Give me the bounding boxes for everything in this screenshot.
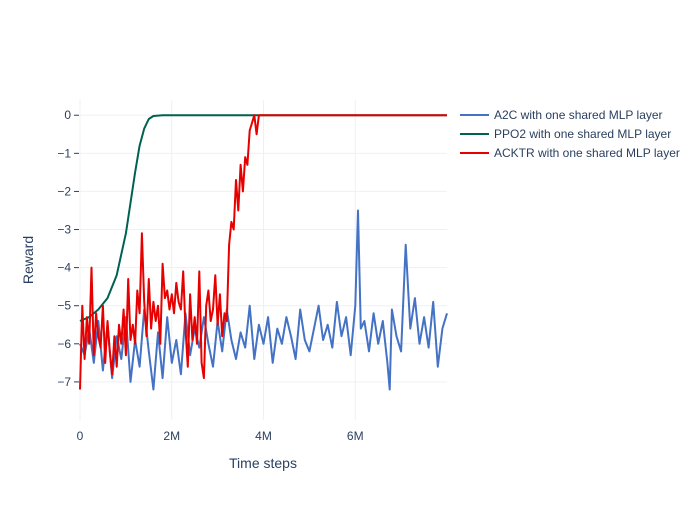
legend-label: ACKTR with one shared MLP layer	[494, 146, 680, 160]
x-tick-label: 2M	[163, 429, 180, 443]
legend-item-3[interactable]: ACKTR with one shared MLP layer	[460, 146, 680, 160]
legend[interactable]: A2C with one shared MLP layer PPO2 with o…	[460, 108, 680, 160]
y-tick-label: −3	[57, 223, 71, 237]
y-tick-label: −6	[57, 337, 71, 351]
y-tick-label: −1	[57, 146, 71, 160]
y-tick-label: −7	[57, 375, 71, 389]
grid-lines	[79, 100, 447, 420]
x-tick-label: 0	[77, 429, 84, 443]
y-tick-label: 0	[64, 108, 71, 122]
series-line-2	[79, 114, 447, 322]
series-line-1	[79, 209, 448, 391]
legend-item-2[interactable]: PPO2 with one shared MLP layer	[460, 127, 671, 141]
series-line-3	[79, 114, 447, 390]
legend-item-1[interactable]: A2C with one shared MLP layer	[460, 108, 663, 122]
y-tick-label: −5	[57, 299, 71, 313]
x-tick-label: 4M	[255, 429, 272, 443]
y-axis-ticks: 0 −1 −2 −3 −4 −5 −6 −7	[57, 108, 79, 389]
legend-label: A2C with one shared MLP layer	[494, 108, 663, 122]
legend-label: PPO2 with one shared MLP layer	[494, 127, 671, 141]
y-tick-label: −2	[57, 184, 71, 198]
y-tick-label: −4	[57, 261, 71, 275]
series-lines	[79, 114, 448, 391]
x-axis-ticks: 0 2M 4M 6M	[77, 429, 364, 443]
x-axis-title: Time steps	[229, 455, 297, 471]
x-tick-label: 6M	[347, 429, 364, 443]
y-axis-title: Reward	[20, 236, 36, 284]
